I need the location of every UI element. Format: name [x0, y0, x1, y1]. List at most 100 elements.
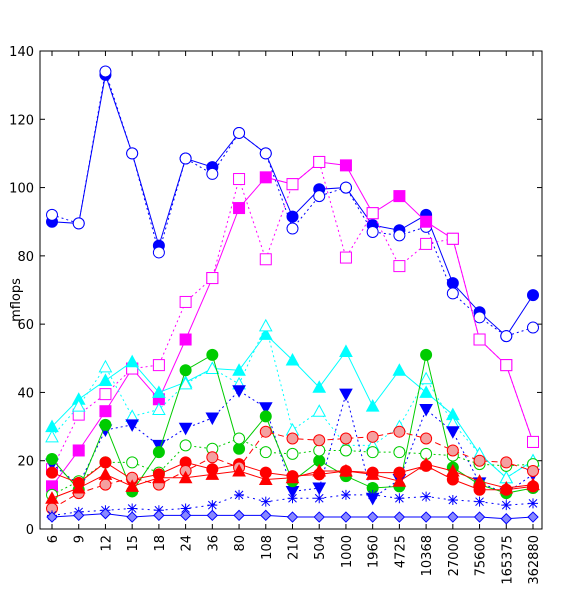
data-point	[179, 152, 192, 165]
data-point	[366, 430, 379, 443]
data-point	[71, 399, 86, 412]
data-point	[526, 477, 540, 491]
data-point	[125, 354, 140, 368]
data-point	[312, 482, 327, 496]
data-point	[527, 321, 539, 334]
data-point	[205, 467, 220, 480]
data-point	[153, 509, 165, 522]
data-point	[258, 318, 273, 332]
data-point	[259, 171, 272, 184]
x-tick-label: 10368	[420, 535, 435, 576]
data-point	[99, 507, 112, 520]
y-tick-label: 40	[17, 386, 34, 401]
data-point	[99, 405, 112, 418]
series-13	[46, 507, 539, 525]
data-point	[46, 466, 58, 479]
x-tick-label: 75600	[474, 535, 489, 576]
data-point	[99, 478, 112, 491]
data-point	[259, 410, 272, 423]
data-point	[393, 425, 406, 438]
data-point	[312, 380, 327, 393]
data-point	[446, 444, 459, 457]
series-line	[51, 71, 534, 337]
data-point	[420, 348, 433, 361]
y-axis: 0 20 40 60 80 100 120 140	[9, 45, 542, 538]
data-point	[99, 456, 112, 469]
data-point	[392, 474, 407, 487]
data-point	[285, 470, 300, 484]
data-point	[152, 246, 165, 259]
data-point	[178, 422, 193, 436]
data-point	[179, 333, 192, 346]
data-point	[259, 253, 272, 266]
data-point	[126, 511, 138, 523]
data-point	[365, 467, 380, 480]
data-point	[445, 426, 460, 439]
data-point	[46, 208, 58, 221]
y-tick-label: 140	[9, 45, 34, 60]
x-tick-label: 12	[99, 535, 114, 552]
y-tick-label: 100	[9, 182, 34, 197]
data-point	[72, 217, 85, 230]
data-point	[474, 496, 485, 507]
data-point	[340, 511, 352, 523]
data-point	[98, 467, 113, 480]
data-point	[419, 404, 433, 417]
data-point	[125, 479, 140, 492]
x-tick-label: 210	[287, 535, 302, 560]
data-point	[207, 500, 218, 511]
x-tick-label: 36	[206, 535, 221, 552]
data-point	[499, 480, 514, 494]
data-point	[126, 147, 139, 160]
data-point	[445, 463, 460, 477]
data-point	[126, 456, 139, 469]
data-point	[180, 503, 191, 514]
y-tick-label: 0	[26, 523, 34, 538]
y-tick-label: 120	[9, 113, 34, 128]
data-point	[501, 500, 512, 511]
data-point	[286, 178, 299, 191]
data-point	[234, 489, 245, 500]
data-point	[313, 511, 325, 523]
data-point	[232, 385, 246, 398]
data-point	[339, 181, 352, 194]
data-point	[447, 511, 459, 523]
data-point	[287, 493, 298, 504]
data-point	[179, 509, 192, 522]
data-point	[179, 364, 192, 377]
data-point	[233, 509, 245, 522]
data-point	[420, 511, 432, 523]
data-point	[99, 388, 112, 401]
x-tick-label: 504	[313, 535, 328, 560]
data-point	[206, 167, 219, 180]
y-tick-label: 80	[17, 250, 34, 265]
data-point	[45, 491, 59, 504]
data-point	[421, 491, 432, 502]
x-tick-label: 1000	[340, 535, 355, 568]
data-point	[420, 215, 433, 228]
data-point	[419, 457, 433, 470]
x-tick-label: 18	[153, 535, 168, 552]
data-point	[205, 412, 220, 426]
data-point	[98, 359, 113, 373]
data-point	[394, 493, 405, 504]
data-point	[127, 503, 138, 514]
data-point	[205, 361, 220, 375]
x-tick-label: 15	[126, 535, 141, 552]
data-point	[527, 435, 539, 448]
data-point	[313, 190, 326, 203]
data-point	[314, 493, 325, 504]
data-point	[98, 373, 113, 386]
data-point	[125, 419, 140, 432]
data-point	[339, 251, 352, 264]
data-point	[500, 330, 513, 343]
data-point	[259, 446, 272, 459]
y-axis-label: mflops	[9, 278, 24, 322]
data-point	[420, 432, 433, 445]
y-tick-label: 20	[17, 455, 34, 470]
data-point	[366, 225, 379, 238]
data-point	[339, 159, 352, 172]
data-point	[179, 295, 192, 308]
data-point	[260, 509, 272, 522]
